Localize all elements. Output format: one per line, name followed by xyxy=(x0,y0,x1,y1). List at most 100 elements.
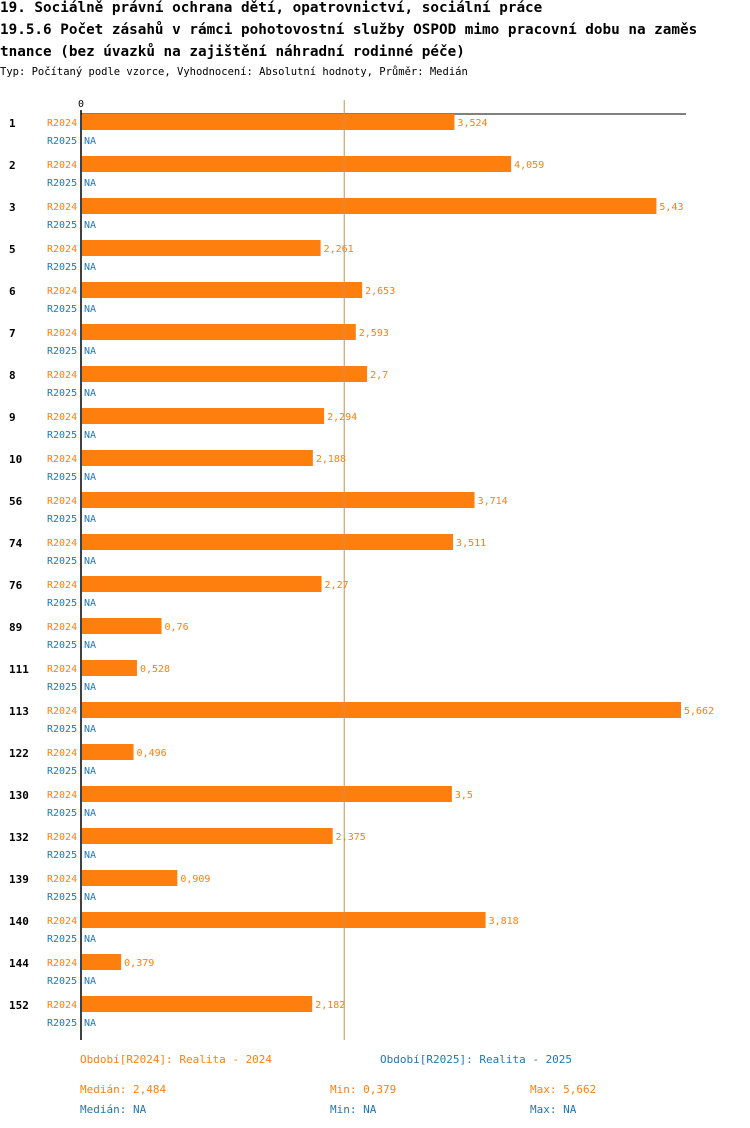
bar-chart: 0 1 R2024 R2025 3,524 NA 2 R2024 R2025 4,059 NA 3 R2… xyxy=(9,99,714,1040)
bar-r2024 xyxy=(82,324,356,340)
series-label-r2025: R2025 xyxy=(47,136,77,147)
value-label-r2024: 2,653 xyxy=(365,286,395,297)
stat-max-2025: Max: NA xyxy=(530,1103,577,1116)
value-label-r2025: NA xyxy=(84,1018,96,1029)
category-label: 3 xyxy=(9,201,16,214)
series-label-r2024: R2024 xyxy=(47,580,77,591)
value-label-r2024: 2,261 xyxy=(324,244,354,255)
bar-r2024 xyxy=(82,240,321,256)
page-title: 19. Sociálně právní ochrana dětí, opatro… xyxy=(0,0,543,16)
value-label-r2024: 2,375 xyxy=(336,832,366,843)
value-label-r2025: NA xyxy=(84,346,96,357)
series-label-r2025: R2025 xyxy=(47,682,77,693)
legend-period-2025: Období[R2025]: Realita - 2025 xyxy=(380,1053,573,1066)
value-label-r2025: NA xyxy=(84,892,96,903)
bar-r2024 xyxy=(82,660,137,676)
bar-r2024 xyxy=(82,702,681,718)
series-label-r2025: R2025 xyxy=(47,808,77,819)
value-label-r2024: 5,662 xyxy=(684,706,714,717)
series-label-r2024: R2024 xyxy=(47,790,77,801)
value-label-r2025: NA xyxy=(84,766,96,777)
category-label: 7 xyxy=(9,327,16,340)
category-label: 6 xyxy=(9,285,16,298)
chart-title-line-1: 19.5.6 Počet zásahů v rámci pohotovostní… xyxy=(0,22,698,38)
value-label-r2024: 5,43 xyxy=(659,202,683,213)
value-label-r2025: NA xyxy=(84,178,96,189)
series-label-r2025: R2025 xyxy=(47,976,77,987)
category-label: 2 xyxy=(9,159,16,172)
category-label: 139 xyxy=(9,873,29,886)
stat-min-2025: Min: NA xyxy=(330,1103,377,1116)
value-label-r2025: NA xyxy=(84,850,96,861)
series-label-r2024: R2024 xyxy=(47,538,77,549)
chart-title-line-2: tnance (bez úvazků na zajištění náhradní… xyxy=(0,44,465,60)
value-label-r2025: NA xyxy=(84,556,96,567)
value-label-r2025: NA xyxy=(84,304,96,315)
value-label-r2025: NA xyxy=(84,262,96,273)
series-label-r2025: R2025 xyxy=(47,556,77,567)
value-label-r2025: NA xyxy=(84,430,96,441)
series-label-r2024: R2024 xyxy=(47,958,77,969)
category-label: 74 xyxy=(9,537,23,550)
series-label-r2025: R2025 xyxy=(47,724,77,735)
category-label: 56 xyxy=(9,495,23,508)
category-label: 130 xyxy=(9,789,29,802)
value-label-r2024: 2,188 xyxy=(316,454,346,465)
series-label-r2024: R2024 xyxy=(47,706,77,717)
value-label-r2025: NA xyxy=(84,808,96,819)
bar-r2024 xyxy=(82,198,657,214)
series-label-r2024: R2024 xyxy=(47,874,77,885)
bar-r2024 xyxy=(82,366,368,382)
stat-median-2025: Medián: NA xyxy=(80,1103,147,1116)
value-label-r2025: NA xyxy=(84,136,96,147)
value-label-r2024: 0,379 xyxy=(124,958,154,969)
value-label-r2025: NA xyxy=(84,514,96,525)
value-label-r2024: 3,524 xyxy=(457,118,487,129)
axis-zero-label: 0 xyxy=(78,99,84,110)
bar-r2024 xyxy=(82,744,134,760)
series-label-r2024: R2024 xyxy=(47,454,77,465)
series-label-r2024: R2024 xyxy=(47,118,77,129)
bar-r2024 xyxy=(82,156,512,172)
value-label-r2024: 3,511 xyxy=(456,538,486,549)
series-label-r2024: R2024 xyxy=(47,916,77,927)
bar-r2024 xyxy=(82,576,322,592)
series-label-r2024: R2024 xyxy=(47,664,77,675)
series-label-r2024: R2024 xyxy=(47,832,77,843)
value-label-r2025: NA xyxy=(84,724,96,735)
category-label: 113 xyxy=(9,705,29,718)
category-label: 140 xyxy=(9,915,29,928)
value-label-r2024: 4,059 xyxy=(514,160,544,171)
value-label-r2025: NA xyxy=(84,640,96,651)
bar-r2024 xyxy=(82,492,475,508)
bar-r2024 xyxy=(82,618,162,634)
bar-r2024 xyxy=(82,996,313,1012)
category-label: 132 xyxy=(9,831,29,844)
category-label: 111 xyxy=(9,663,29,676)
value-label-r2024: 0,496 xyxy=(137,748,167,759)
bar-r2024 xyxy=(82,870,178,886)
series-label-r2025: R2025 xyxy=(47,766,77,777)
category-label: 10 xyxy=(9,453,22,466)
value-label-r2024: 0,909 xyxy=(180,874,210,885)
bar-r2024 xyxy=(82,534,454,550)
value-label-r2024: 2,294 xyxy=(327,412,357,423)
category-label: 9 xyxy=(9,411,16,424)
category-label: 89 xyxy=(9,621,22,634)
bar-r2024 xyxy=(82,408,325,424)
value-label-r2024: 2,182 xyxy=(315,1000,345,1011)
value-label-r2024: 2,7 xyxy=(370,370,388,381)
series-label-r2024: R2024 xyxy=(47,1000,77,1011)
legend-period-2024: Období[R2024]: Realita - 2024 xyxy=(80,1053,273,1066)
bar-r2024 xyxy=(82,912,486,928)
series-label-r2025: R2025 xyxy=(47,388,77,399)
value-label-r2024: 2,27 xyxy=(325,580,349,591)
value-label-r2024: 0,528 xyxy=(140,664,170,675)
chart-subtitle: Typ: Počítaný podle vzorce, Vyhodnocení:… xyxy=(0,66,468,78)
value-label-r2025: NA xyxy=(84,220,96,231)
category-label: 122 xyxy=(9,747,29,760)
series-label-r2024: R2024 xyxy=(47,412,77,423)
series-label-r2025: R2025 xyxy=(47,178,77,189)
series-label-r2025: R2025 xyxy=(47,514,77,525)
bar-r2024 xyxy=(82,828,333,844)
